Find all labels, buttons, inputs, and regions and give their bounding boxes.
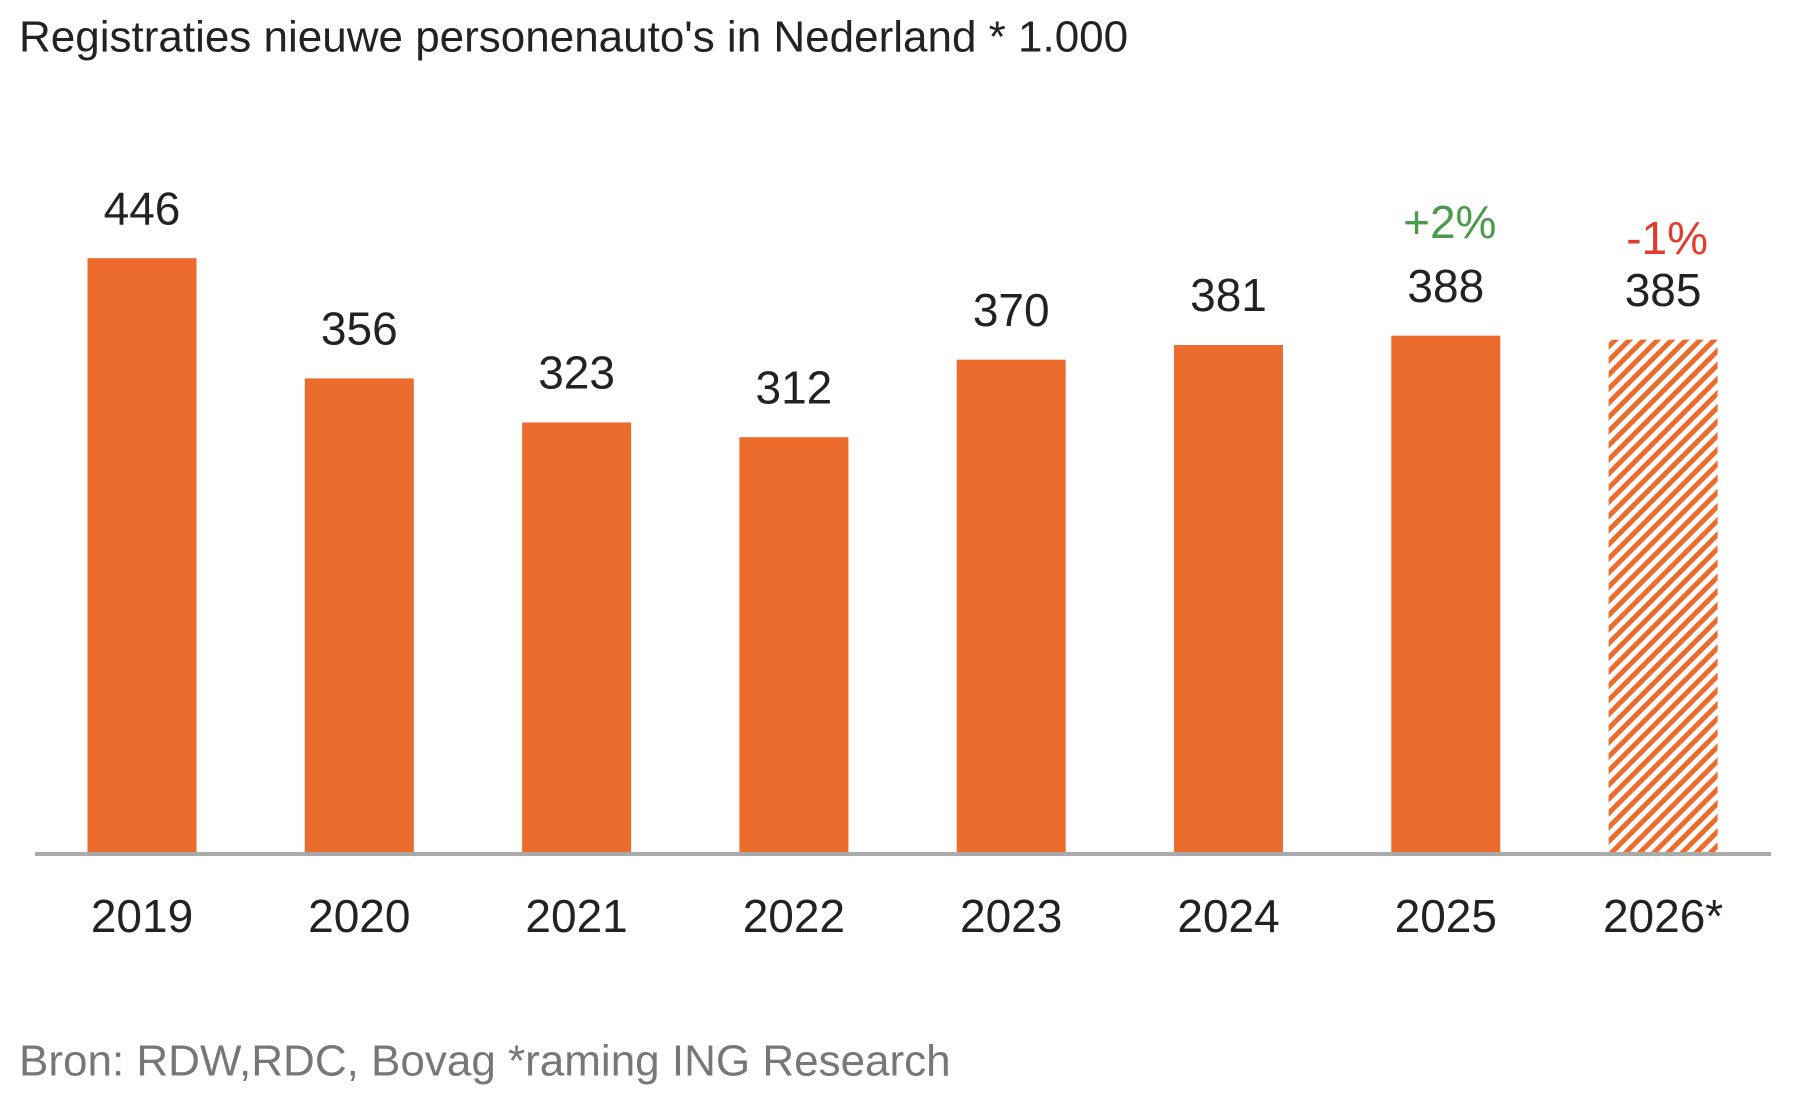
x-tick-label: 2022 — [743, 890, 845, 942]
bar — [956, 359, 1066, 854]
x-tick-label: 2019 — [91, 890, 193, 942]
x-tick-label: 2026* — [1603, 890, 1723, 942]
chart-subtitle: Registraties nieuwe personenauto's in Ne… — [19, 13, 1128, 62]
x-tick-label: 2021 — [525, 890, 627, 942]
bar — [522, 422, 632, 854]
x-tick-label: 2020 — [308, 890, 410, 942]
value-label: 385 — [1625, 264, 1702, 316]
bar — [304, 378, 414, 854]
annotation: +2% — [1403, 196, 1496, 248]
value-label: 381 — [1190, 269, 1267, 321]
bar — [87, 258, 197, 854]
value-label: 323 — [538, 347, 615, 399]
x-tick-label: 2024 — [1177, 890, 1279, 942]
x-tick-label: 2023 — [960, 890, 1062, 942]
chart-source: Bron: RDW,RDC, Bovag *raming ING Researc… — [19, 1037, 951, 1086]
value-label: 446 — [104, 182, 181, 234]
value-label: 312 — [756, 361, 833, 413]
bar — [1391, 335, 1501, 855]
value-label: 388 — [1407, 260, 1484, 312]
bar — [739, 437, 849, 854]
value-label: 370 — [973, 284, 1050, 336]
bar — [1608, 339, 1718, 854]
annotation: -1% — [1626, 212, 1708, 264]
x-tick-label: 2025 — [1395, 890, 1497, 942]
bar — [1174, 344, 1283, 854]
value-label: 356 — [321, 303, 398, 355]
